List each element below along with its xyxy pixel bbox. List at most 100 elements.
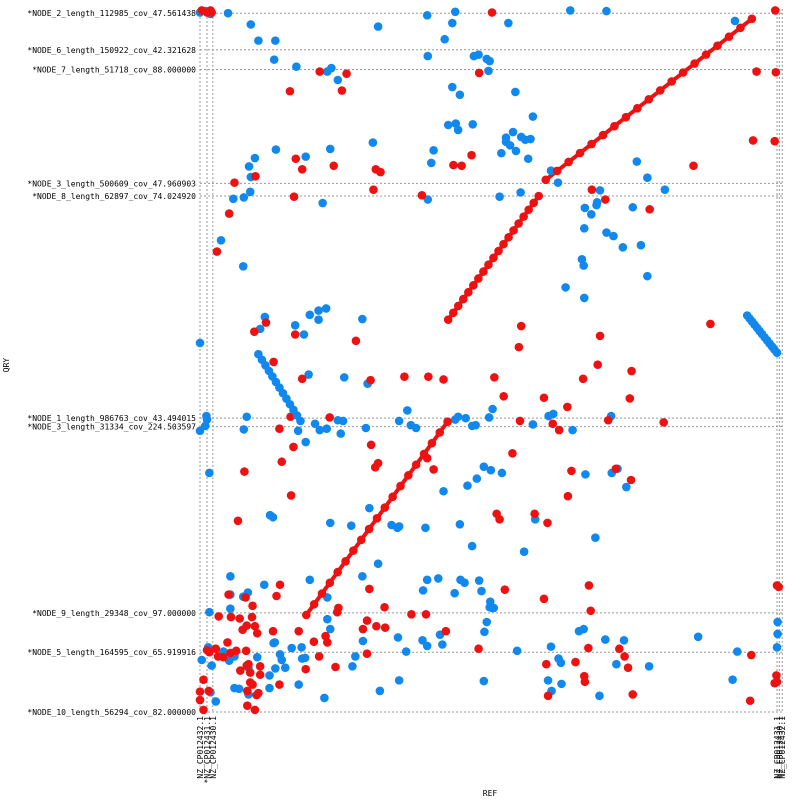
reverse-point xyxy=(301,437,311,447)
forward-point xyxy=(659,418,668,427)
reverse-point xyxy=(447,18,457,28)
reverse-point xyxy=(429,146,438,155)
forward-point xyxy=(329,161,339,171)
forward-point xyxy=(421,609,431,619)
reverse-point xyxy=(361,423,371,433)
forward-point xyxy=(443,315,453,325)
forward-point xyxy=(484,260,493,270)
reverse-point xyxy=(297,654,307,663)
forward-point xyxy=(235,614,245,623)
reverse-point xyxy=(632,157,642,166)
reverse-point xyxy=(636,240,646,250)
forward-point xyxy=(309,637,319,646)
forward-point xyxy=(199,705,208,715)
y-tick-label: *NODE_9_length_29348_cov_97.000000 xyxy=(32,609,196,618)
reverse-point xyxy=(293,426,303,436)
forward-point xyxy=(746,650,756,660)
reverse-point xyxy=(411,423,421,433)
y-tick-label: *NODE_2_length_112985_cov_47.561438 xyxy=(27,9,196,18)
reverse-point xyxy=(628,202,638,212)
reverse-point xyxy=(339,373,349,382)
forward-point xyxy=(248,680,257,689)
forward-point xyxy=(474,68,484,78)
forward-point xyxy=(325,413,334,422)
forward-point xyxy=(474,644,483,654)
reverse-point xyxy=(280,663,290,673)
forward-point xyxy=(314,652,324,661)
reverse-point xyxy=(234,684,244,694)
reverse-point xyxy=(318,198,327,208)
forward-point xyxy=(457,161,466,171)
reverse-point xyxy=(226,604,235,613)
reverse-point xyxy=(423,51,433,61)
reverse-point xyxy=(595,691,604,701)
reverse-point xyxy=(325,624,335,634)
reverse-point xyxy=(479,676,489,686)
reverse-point xyxy=(358,314,367,324)
forward-point xyxy=(309,599,319,609)
reverse-point xyxy=(592,200,601,210)
reverse-point xyxy=(252,652,262,662)
forward-point xyxy=(519,212,528,221)
reverse-point xyxy=(373,22,383,31)
forward-point xyxy=(667,77,677,86)
forward-point xyxy=(516,321,526,331)
forward-point xyxy=(448,308,458,318)
reverse-point xyxy=(401,647,411,656)
reverse-point xyxy=(271,36,280,45)
forward-point xyxy=(621,112,631,122)
reverse-point xyxy=(447,82,457,92)
forward-point xyxy=(275,580,285,590)
reverse-point xyxy=(643,173,652,183)
forward-point xyxy=(495,515,504,524)
reverse-point xyxy=(489,603,499,613)
forward-point xyxy=(610,121,619,131)
reverse-point xyxy=(553,178,563,187)
reverse-point xyxy=(643,271,652,281)
reverse-point xyxy=(565,6,575,15)
x-tick-label: NZ_CP012430.1 xyxy=(775,716,784,779)
reverse-point xyxy=(314,315,323,325)
x-tick-labels: NZ_CP012432.1*NZ_CP012431.1NZ_CP012430.1… xyxy=(196,716,787,784)
forward-point xyxy=(429,465,438,474)
reverse-point xyxy=(195,338,205,348)
reverse-point xyxy=(346,521,356,531)
reverse-point xyxy=(511,146,521,156)
reverse-point xyxy=(602,6,611,16)
reverse-point xyxy=(333,75,343,85)
forward-point xyxy=(563,402,572,412)
forward-point xyxy=(244,659,253,669)
reverse-point xyxy=(375,686,385,696)
reverse-point xyxy=(421,523,430,533)
reverse-point xyxy=(351,652,360,661)
forward-point xyxy=(199,675,208,684)
forward-point xyxy=(269,357,278,367)
reverse-point xyxy=(296,416,305,426)
forward-point xyxy=(571,657,580,667)
reverse-point xyxy=(523,154,533,164)
forward-point xyxy=(458,294,468,304)
reverse-point xyxy=(488,404,497,414)
reverse-point xyxy=(486,465,496,475)
reverse-point xyxy=(579,624,588,634)
reverse-point xyxy=(732,647,742,656)
forward-point xyxy=(362,616,372,625)
forward-point xyxy=(333,567,342,577)
forward-point xyxy=(341,556,350,566)
reverse-point xyxy=(305,310,315,320)
forward-point xyxy=(474,274,483,283)
reverse-point xyxy=(549,409,558,419)
reverse-point xyxy=(609,231,618,241)
reverse-point xyxy=(387,520,396,530)
reverse-point xyxy=(546,642,556,651)
reverse-point xyxy=(497,468,507,478)
reverse-point xyxy=(773,629,782,639)
forward-point xyxy=(443,417,452,426)
forward-point xyxy=(241,646,251,656)
forward-point xyxy=(620,652,629,661)
forward-point xyxy=(224,209,234,218)
reverse-point xyxy=(561,283,570,292)
forward-point xyxy=(427,438,437,448)
forward-point xyxy=(289,442,298,452)
forward-point xyxy=(539,393,549,403)
